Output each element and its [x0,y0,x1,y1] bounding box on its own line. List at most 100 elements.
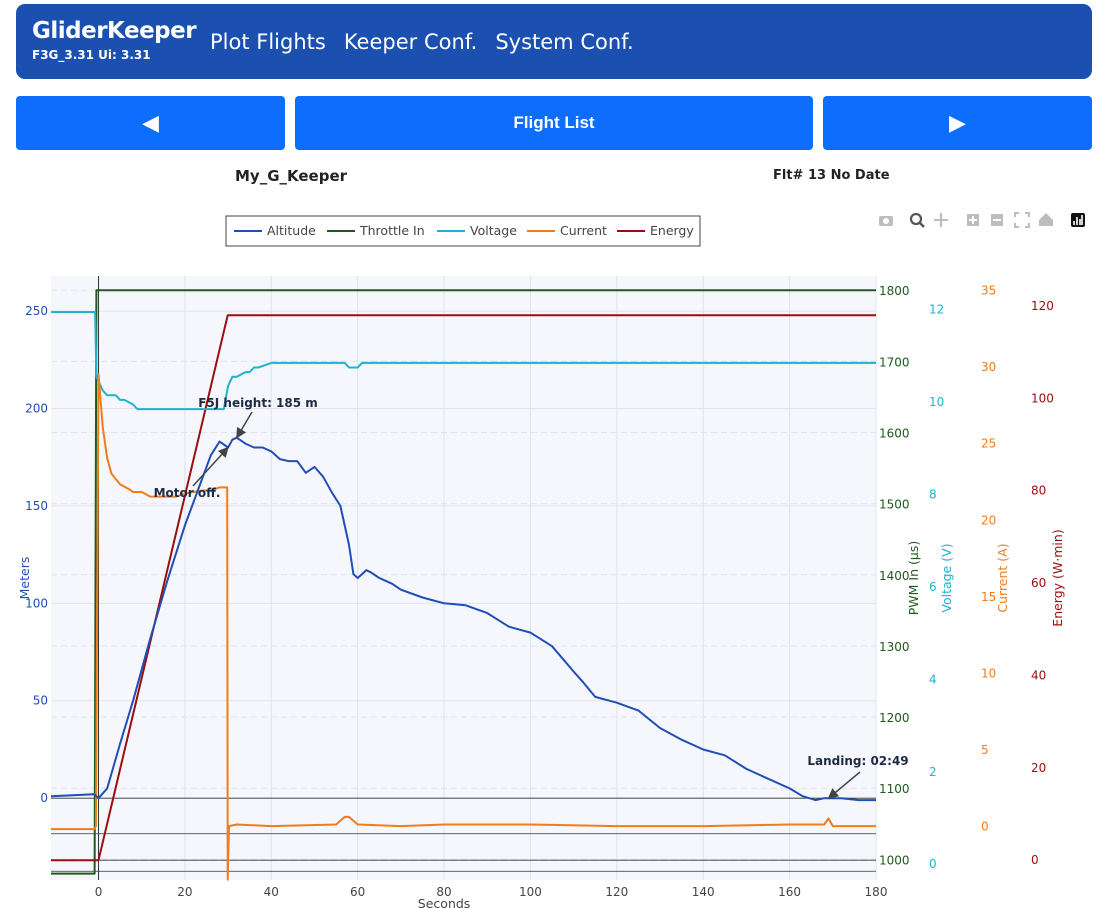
y-tick-label-energy: 40 [1031,668,1046,682]
brand-name[interactable]: GliderKeeper [32,18,197,44]
flight-list-button[interactable]: Flight List [295,96,813,150]
annotation-label: Motor off. [154,486,221,500]
y-axis-title-voltage: Voltage (V) [939,543,954,612]
y-tick-label-energy: 20 [1031,761,1046,775]
y-tick-label-altitude: 100 [25,596,48,610]
flight-list-label: Flight List [513,113,595,132]
y-tick-label-current: 30 [981,360,996,374]
y-tick-label-voltage: 2 [929,765,937,779]
y-tick-label-current: 10 [981,667,996,681]
annotation-label: Landing: 02:49 [807,754,908,768]
legend-item-altitude[interactable]: Altitude [234,223,316,238]
y-tick-label-altitude: 0 [40,791,48,805]
zoom-in-icon[interactable] [967,214,979,226]
x-tick-label: 60 [350,885,365,899]
brand-version: F3G_3.31 Ui: 3.31 [32,48,151,62]
y-axis-title-current: Current (A) [995,543,1010,612]
y-tick-label-energy: 80 [1031,484,1046,498]
flight-info: Flt# 13 No Date [773,168,890,183]
y-tick-label-throttle: 1100 [879,782,910,796]
annotation-arrow [192,446,229,487]
y-tick-label-throttle: 1600 [879,427,910,441]
y-tick-label-throttle: 1800 [879,284,910,298]
nav-system-conf[interactable]: System Conf. [495,30,634,54]
y-tick-label-current: 20 [981,513,996,527]
x-tick-label: 40 [264,885,279,899]
series-line-energy[interactable] [51,314,876,862]
legend-item-voltage[interactable]: Voltage [437,223,517,238]
y-tick-label-altitude: 50 [33,694,48,708]
prev-flight-button[interactable]: ◀ [16,96,285,150]
x-tick-label: 20 [177,885,192,899]
flight-chart[interactable]: F5J height: 185 m Motor off. Landing: 02:4… [0,200,1098,908]
y-tick-label-voltage: 4 [929,672,937,686]
y-axis-title-energy: Energy (W·min) [1050,529,1065,626]
y-tick-label-voltage: 8 [929,488,937,502]
x-tick-label: 180 [865,885,888,899]
y-axis-title-altitude: Meters [17,557,32,600]
y-tick-label-energy: 100 [1031,391,1054,405]
y-tick-label-throttle: 1000 [879,853,910,867]
nav-plot-flights[interactable]: Plot Flights [210,30,326,54]
annotation-arrow [236,411,253,439]
plotly-logo-icon[interactable] [1071,213,1085,227]
legend-item-current[interactable]: Current [527,223,607,238]
top-navbar: GliderKeeper F3G_3.31 Ui: 3.31 Plot Flig… [16,4,1092,79]
x-axis-title: Seconds [418,896,471,908]
annotation-label: F5J height: 185 m [198,396,318,410]
x-tick-label: 140 [692,885,715,899]
series-line-current[interactable] [51,373,876,881]
model-name: My_G_Keeper [235,167,348,185]
y-tick-label-altitude: 150 [25,499,48,513]
x-tick-label: 80 [436,885,451,899]
y-tick-label-energy: 0 [1031,853,1039,867]
y-tick-label-throttle: 1500 [879,498,910,512]
y-tick-label-throttle: 1300 [879,640,910,654]
x-tick-label: 0 [95,885,103,899]
nav-links: Plot Flights Keeper Conf. System Conf. [210,30,634,54]
autoscale-icon[interactable] [1014,212,1030,228]
plot-area [51,276,876,880]
y-tick-label-throttle: 1200 [879,711,910,725]
y-tick-label-voltage: 12 [929,303,944,317]
series-line-voltage[interactable] [51,311,876,411]
legend-label-altitude: Altitude [267,223,316,238]
zoom-icon[interactable] [909,212,925,228]
y-tick-label-energy: 120 [1031,299,1054,313]
pan-icon[interactable] [934,213,948,227]
x-tick-label: 100 [519,885,542,899]
y-tick-label-throttle: 1400 [879,569,910,583]
brand[interactable]: GliderKeeper F3G_3.31 Ui: 3.31 [32,18,197,62]
left-arrow-icon: ◀ [142,110,159,136]
legend-item-energy[interactable]: Energy [617,223,694,238]
y-tick-label-altitude: 200 [25,401,48,415]
series-line-throttle[interactable] [51,289,876,875]
y-tick-label-current: 35 [981,283,996,297]
y-tick-label-voltage: 6 [929,580,937,594]
y-tick-label-throttle: 1700 [879,355,910,369]
annotation-arrow [827,771,861,799]
y-tick-label-voltage: 10 [929,395,944,409]
y-tick-label-current: 0 [981,820,989,834]
x-tick-label: 160 [778,885,801,899]
right-arrow-icon: ▶ [949,110,966,136]
zoom-out-icon[interactable] [991,214,1003,226]
legend-label-throttle: Throttle In [359,223,425,238]
y-tick-label-altitude: 250 [25,304,48,318]
x-tick-label: 120 [605,885,628,899]
nav-keeper-conf[interactable]: Keeper Conf. [343,30,478,54]
legend-label-current: Current [560,223,607,238]
camera-icon[interactable] [879,216,893,226]
y-tick-label-current: 25 [981,437,996,451]
reset-axes-icon[interactable] [1039,213,1053,226]
y-tick-label-current: 15 [981,590,996,604]
next-flight-button[interactable]: ▶ [823,96,1092,150]
y-tick-label-voltage: 0 [929,857,937,871]
y-tick-label-current: 5 [981,743,989,757]
legend-label-voltage: Voltage [470,223,517,238]
series-line-altitude[interactable] [50,436,876,802]
y-tick-label-energy: 60 [1031,576,1046,590]
legend-item-throttle[interactable]: Throttle In [327,223,425,238]
y-axis-title-throttle: PWM In (µs) [906,541,921,615]
legend-label-energy: Energy [650,223,694,238]
